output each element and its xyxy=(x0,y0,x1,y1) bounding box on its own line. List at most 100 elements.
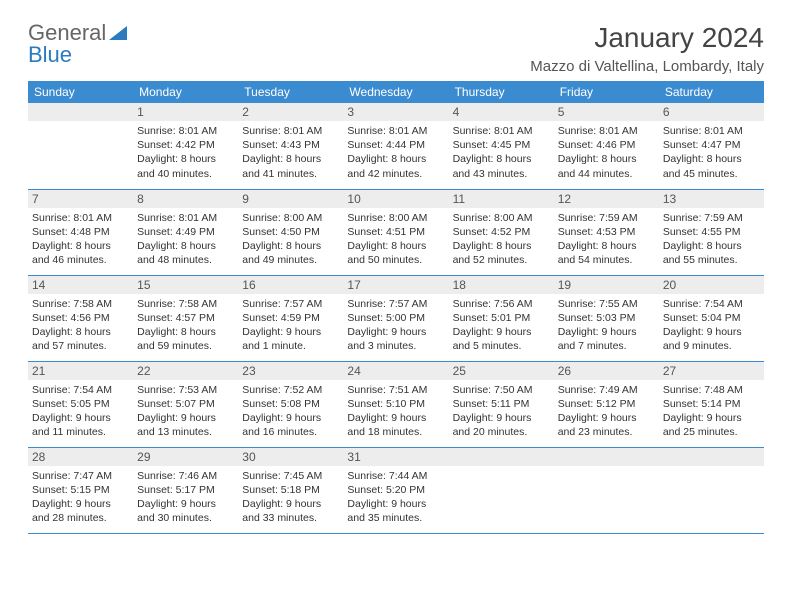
day-number: 15 xyxy=(133,276,238,294)
day-info: Sunrise: 8:00 AMSunset: 4:52 PMDaylight:… xyxy=(453,211,550,268)
day-info-line: Sunrise: 8:01 AM xyxy=(663,124,760,138)
day-info-line: and 57 minutes. xyxy=(32,339,129,353)
calendar-day-cell: 30 Sunrise: 7:45 AMSunset: 5:18 PMDayligh… xyxy=(238,447,343,533)
weekday-header: Wednesday xyxy=(343,81,448,103)
day-number: 30 xyxy=(238,448,343,466)
day-info-line: Sunrise: 8:01 AM xyxy=(347,124,444,138)
weekday-header: Thursday xyxy=(449,81,554,103)
day-info: Sunrise: 8:00 AMSunset: 4:51 PMDaylight:… xyxy=(347,211,444,268)
day-info-line: Daylight: 8 hours xyxy=(137,325,234,339)
day-number: 14 xyxy=(28,276,133,294)
weekday-header: Friday xyxy=(554,81,659,103)
day-info-line: Daylight: 9 hours xyxy=(453,411,550,425)
day-info-line: Daylight: 8 hours xyxy=(663,152,760,166)
day-number: 7 xyxy=(28,190,133,208)
day-number: 31 xyxy=(343,448,448,466)
calendar-table: Sunday Monday Tuesday Wednesday Thursday… xyxy=(28,81,764,534)
day-info-line: Sunrise: 7:53 AM xyxy=(137,383,234,397)
day-info: Sunrise: 8:00 AMSunset: 4:50 PMDaylight:… xyxy=(242,211,339,268)
day-number: 16 xyxy=(238,276,343,294)
day-info: Sunrise: 7:44 AMSunset: 5:20 PMDaylight:… xyxy=(347,469,444,526)
day-info-line: Daylight: 9 hours xyxy=(137,497,234,511)
day-info-line: Sunrise: 7:47 AM xyxy=(32,469,129,483)
logo: General Blue xyxy=(28,22,127,66)
day-info-line: Sunrise: 7:54 AM xyxy=(32,383,129,397)
calendar-day-cell: 27Sunrise: 7:48 AMSunset: 5:14 PMDayligh… xyxy=(659,361,764,447)
day-info: Sunrise: 7:49 AMSunset: 5:12 PMDaylight:… xyxy=(558,383,655,440)
calendar-day-cell: 8Sunrise: 8:01 AMSunset: 4:49 PMDaylight… xyxy=(133,189,238,275)
calendar-body: 1 Sunrise: 8:01 AMSunset: 4:42 PMDaylight… xyxy=(28,103,764,533)
day-number: 24 xyxy=(343,362,448,380)
day-info-line: and 20 minutes. xyxy=(453,425,550,439)
day-number: 12 xyxy=(554,190,659,208)
day-info: Sunrise: 8:01 AMSunset: 4:43 PMDaylight:… xyxy=(242,124,339,181)
calendar-day-cell: 21Sunrise: 7:54 AMSunset: 5:05 PMDayligh… xyxy=(28,361,133,447)
day-info-line: Sunset: 4:43 PM xyxy=(242,138,339,152)
day-info-line: Sunset: 5:18 PM xyxy=(242,483,339,497)
calendar-day-cell: 5Sunrise: 8:01 AMSunset: 4:46 PMDaylight… xyxy=(554,103,659,189)
day-info-line: Sunset: 4:52 PM xyxy=(453,225,550,239)
day-info-line: Daylight: 8 hours xyxy=(558,152,655,166)
day-info: Sunrise: 7:55 AMSunset: 5:03 PMDaylight:… xyxy=(558,297,655,354)
day-info: Sunrise: 7:59 AMSunset: 4:53 PMDaylight:… xyxy=(558,211,655,268)
day-info-line: Daylight: 9 hours xyxy=(558,411,655,425)
day-number: 5 xyxy=(554,103,659,121)
day-info-line: Sunset: 5:17 PM xyxy=(137,483,234,497)
day-info-line: Daylight: 8 hours xyxy=(453,152,550,166)
day-info-line: Sunset: 4:50 PM xyxy=(242,225,339,239)
day-info-line: Sunrise: 8:00 AM xyxy=(347,211,444,225)
calendar-week-row: 7Sunrise: 8:01 AMSunset: 4:48 PMDaylight… xyxy=(28,189,764,275)
day-info-line: Sunset: 4:53 PM xyxy=(558,225,655,239)
calendar-week-row: 1 Sunrise: 8:01 AMSunset: 4:42 PMDaylight… xyxy=(28,103,764,189)
day-info-line: Sunrise: 8:00 AM xyxy=(453,211,550,225)
day-info-line: Sunset: 4:44 PM xyxy=(347,138,444,152)
day-info-line: Daylight: 9 hours xyxy=(242,411,339,425)
calendar-day-cell: 17Sunrise: 7:57 AMSunset: 5:00 PMDayligh… xyxy=(343,275,448,361)
day-info-line: and 49 minutes. xyxy=(242,253,339,267)
calendar-day-cell: 15 Sunrise: 7:58 AMSunset: 4:57 PMDayligh… xyxy=(133,275,238,361)
day-info-line: Sunrise: 8:01 AM xyxy=(558,124,655,138)
day-info-line: Sunrise: 7:59 AM xyxy=(663,211,760,225)
day-info-line: Daylight: 9 hours xyxy=(663,411,760,425)
calendar-day-cell: 23Sunrise: 7:52 AMSunset: 5:08 PMDayligh… xyxy=(238,361,343,447)
day-number: 4 xyxy=(449,103,554,121)
day-info-line: and 18 minutes. xyxy=(347,425,444,439)
calendar-day-cell xyxy=(554,447,659,533)
day-info-line: Daylight: 9 hours xyxy=(32,411,129,425)
day-info: Sunrise: 8:01 AMSunset: 4:47 PMDaylight:… xyxy=(663,124,760,181)
day-info-line: Sunset: 5:20 PM xyxy=(347,483,444,497)
day-info: Sunrise: 7:51 AMSunset: 5:10 PMDaylight:… xyxy=(347,383,444,440)
day-number: 1 xyxy=(133,103,238,121)
day-info: Sunrise: 8:01 AMSunset: 4:42 PMDaylight:… xyxy=(137,124,234,181)
day-info-line: Sunset: 5:07 PM xyxy=(137,397,234,411)
weekday-header: Saturday xyxy=(659,81,764,103)
calendar-day-cell xyxy=(28,103,133,189)
day-info-line: Daylight: 8 hours xyxy=(347,239,444,253)
day-number: 2 xyxy=(238,103,343,121)
calendar-day-cell: 26Sunrise: 7:49 AMSunset: 5:12 PMDayligh… xyxy=(554,361,659,447)
day-info-line: Sunrise: 7:57 AM xyxy=(242,297,339,311)
day-info: Sunrise: 7:58 AMSunset: 4:57 PMDaylight:… xyxy=(137,297,234,354)
day-number: 29 xyxy=(133,448,238,466)
day-info-line: and 48 minutes. xyxy=(137,253,234,267)
day-number: 18 xyxy=(449,276,554,294)
weekday-header: Tuesday xyxy=(238,81,343,103)
day-info-line: Sunset: 5:12 PM xyxy=(558,397,655,411)
day-info: Sunrise: 7:54 AMSunset: 5:04 PMDaylight:… xyxy=(663,297,760,354)
day-info-line: Daylight: 8 hours xyxy=(32,325,129,339)
day-info-line: Daylight: 9 hours xyxy=(558,325,655,339)
day-info: Sunrise: 7:45 AMSunset: 5:18 PMDaylight:… xyxy=(242,469,339,526)
calendar-week-row: 14Sunrise: 7:58 AMSunset: 4:56 PMDayligh… xyxy=(28,275,764,361)
day-number-empty xyxy=(28,103,133,121)
day-info-line: and 7 minutes. xyxy=(558,339,655,353)
calendar-day-cell: 31 Sunrise: 7:44 AMSunset: 5:20 PMDayligh… xyxy=(343,447,448,533)
calendar-day-cell: 20Sunrise: 7:54 AMSunset: 5:04 PMDayligh… xyxy=(659,275,764,361)
day-info-line: Daylight: 9 hours xyxy=(242,325,339,339)
day-info: Sunrise: 7:56 AMSunset: 5:01 PMDaylight:… xyxy=(453,297,550,354)
day-info-line: and 55 minutes. xyxy=(663,253,760,267)
day-info-line: Sunset: 4:56 PM xyxy=(32,311,129,325)
day-info: Sunrise: 7:50 AMSunset: 5:11 PMDaylight:… xyxy=(453,383,550,440)
day-number: 11 xyxy=(449,190,554,208)
day-info-line: Sunset: 4:47 PM xyxy=(663,138,760,152)
day-info-line: and 9 minutes. xyxy=(663,339,760,353)
